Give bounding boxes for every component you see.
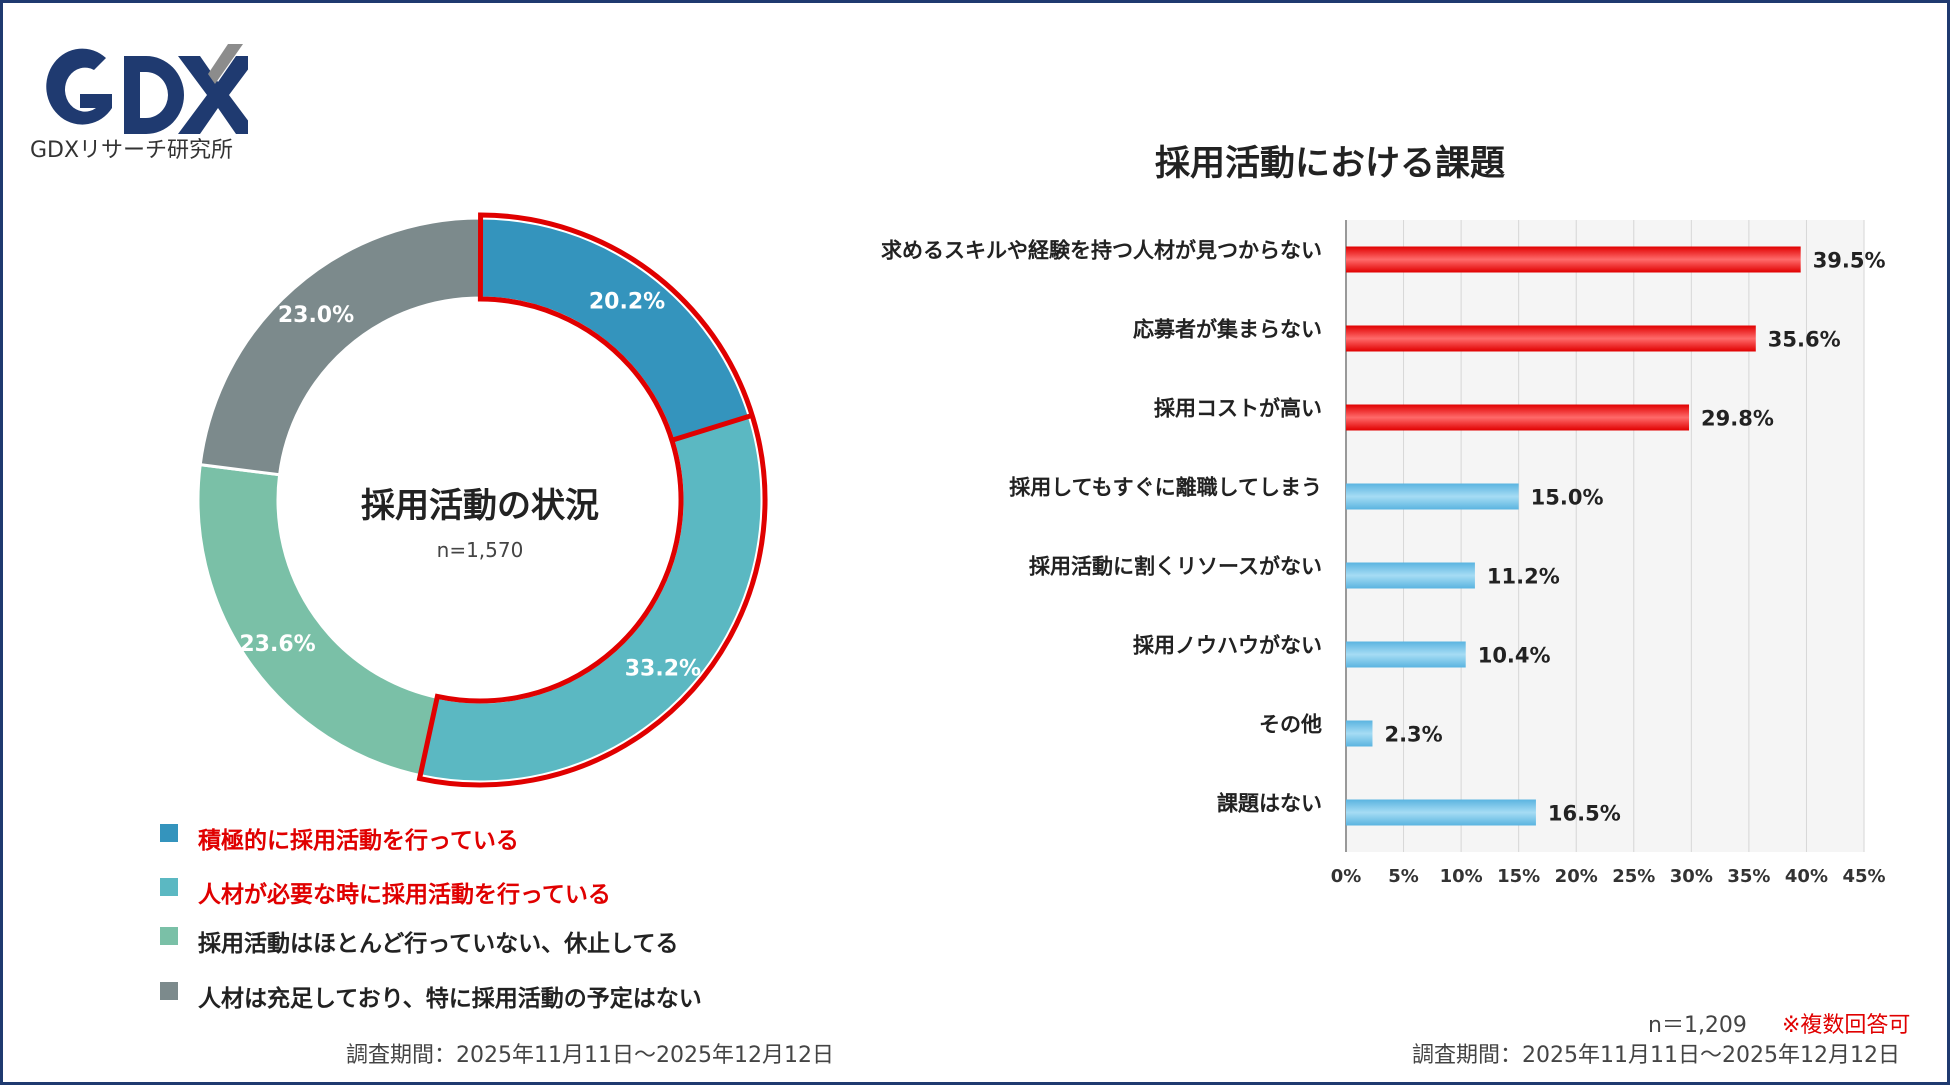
x-tick-label: 30% — [1670, 866, 1713, 887]
bar-value-label: 35.6% — [1768, 328, 1841, 352]
legend-swatch — [160, 927, 178, 945]
donut-highlight-divider — [671, 412, 753, 443]
x-tick-label: 25% — [1612, 866, 1655, 887]
survey-period-right: 調査期間：2025年11月11日～2025年12月12日 — [1412, 1043, 1900, 1068]
bar — [1346, 641, 1466, 668]
donut-title: 採用活動の状況 — [361, 486, 599, 526]
gdx-logo — [46, 44, 248, 134]
bar-value-label: 16.5% — [1548, 802, 1621, 826]
multiple-answer-note: ※複数回答可 — [1782, 1013, 1911, 1038]
logo-caption: GDXリサーチ研究所 — [30, 138, 234, 163]
category-label: 採用してもすぐに離職してしまう — [1009, 476, 1322, 500]
legend-label: 人材が必要な時に採用活動を行っている — [198, 882, 611, 908]
legend-swatch — [160, 878, 178, 896]
bar-value-label: 29.8% — [1701, 407, 1774, 431]
bar-value-label: 2.3% — [1384, 723, 1442, 747]
x-tick-label: 20% — [1555, 866, 1598, 887]
category-label: 応募者が集まらない — [1133, 318, 1322, 342]
bar-value-label: 15.0% — [1531, 486, 1604, 510]
bar-chart-title: 採用活動における課題 — [1154, 144, 1505, 184]
x-tick-label: 0% — [1331, 866, 1362, 887]
x-tick-label: 15% — [1497, 866, 1540, 887]
donut-value-label: 33.2% — [625, 656, 701, 681]
x-tick-label: 5% — [1388, 866, 1419, 887]
donut-highlight-outline — [416, 212, 768, 788]
legend-label: 積極的に採用活動を行っている — [198, 828, 519, 854]
sample-size-right: n＝1,209 — [1648, 1013, 1747, 1038]
survey-period-left: 調査期間：2025年11月11日～2025年12月12日 — [346, 1043, 834, 1068]
bar — [1346, 325, 1756, 352]
category-label: その他 — [1259, 713, 1322, 737]
bar — [1346, 483, 1519, 510]
bar — [1346, 720, 1373, 747]
category-label: 採用ノウハウがない — [1133, 634, 1322, 658]
x-tick-label: 35% — [1727, 866, 1770, 887]
bar-value-label: 39.5% — [1813, 249, 1886, 273]
bar — [1346, 404, 1690, 431]
donut-value-label: 20.2% — [589, 289, 665, 314]
donut-sample-size: n=1,570 — [436, 538, 524, 562]
bar-value-label: 10.4% — [1478, 644, 1551, 668]
donut-chart: 20.2% 33.2% 23.6% 23.0% — [196, 212, 768, 788]
x-tick-label: 40% — [1785, 866, 1828, 887]
category-label: 求めるスキルや経験を持つ人材が見つからない — [881, 239, 1322, 263]
donut-value-label: 23.6% — [239, 632, 315, 657]
x-tick-label: 10% — [1440, 866, 1483, 887]
plot-area — [1346, 220, 1864, 852]
legend-label: 人材は充足しており、特に採用活動の予定はない — [198, 986, 702, 1012]
bar-value-label: 11.2% — [1487, 565, 1560, 589]
bar — [1346, 799, 1536, 826]
legend-label: 採用活動はほとんど行っていない、休止してる — [198, 931, 679, 957]
donut-slice — [198, 216, 482, 477]
category-label: 採用活動に割くリソースがない — [1029, 555, 1322, 579]
bar — [1346, 562, 1475, 589]
category-label: 課題はない — [1217, 792, 1322, 816]
legend-swatch — [160, 824, 178, 842]
category-label: 採用コストが高い — [1154, 397, 1322, 421]
legend-swatch — [160, 982, 178, 1000]
x-tick-label: 45% — [1842, 866, 1885, 887]
bar — [1346, 246, 1801, 273]
donut-value-label: 23.0% — [278, 303, 354, 328]
